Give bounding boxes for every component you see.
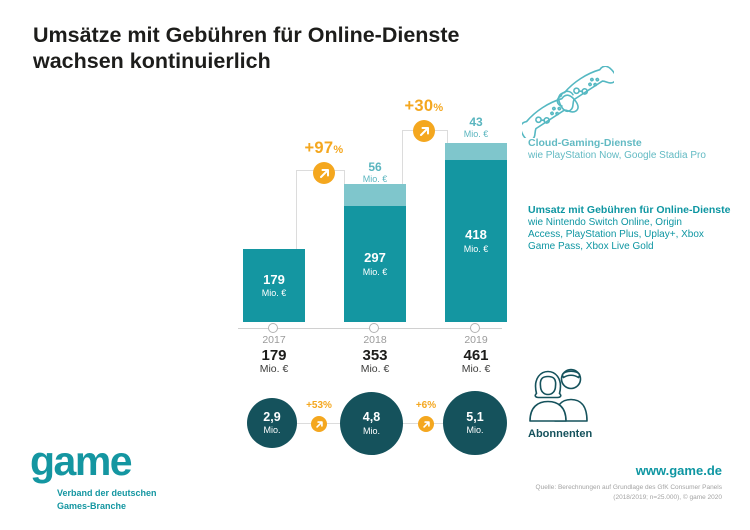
bar-2018-online: 297 Mio. €: [344, 206, 406, 322]
website-link[interactable]: www.game.de: [635, 463, 722, 478]
subscriber-unit: Mio.: [466, 425, 484, 436]
growth-arrow-icon: [311, 416, 327, 432]
bar-2017-online: 179 Mio. €: [243, 249, 305, 322]
source-line-2: (2018/2019; n=25.000), © game 2020: [613, 493, 722, 501]
page-title: Umsätze mit Gebühren für Online-Dienste …: [33, 23, 460, 74]
subscriber-value: 5,1: [466, 409, 484, 424]
bar-2019-cloud: [445, 143, 507, 160]
subscriber-unit: Mio.: [263, 425, 281, 436]
total-2019: 461: [463, 347, 489, 364]
total-2018: 353: [362, 347, 388, 364]
bar-2018-cloud: [344, 184, 406, 206]
bar-value: 297: [364, 250, 386, 266]
growth-label-2018-2019: +30%: [379, 97, 469, 116]
axis-tick-dot-2019: [470, 323, 480, 333]
growth-value: +97: [304, 139, 334, 157]
subscriber-value: 4,8: [362, 410, 381, 425]
subscriber-growth-label-1: +53%: [289, 400, 349, 411]
bar-unit: Mio. €: [362, 266, 388, 277]
growth-connector-2018-2019-stub: [447, 130, 448, 143]
growth-value: +6: [415, 400, 428, 411]
cloud-gaming-gamepads-icon: [515, 60, 620, 144]
bar-value: 418: [465, 227, 487, 243]
growth-value: +53: [306, 400, 324, 411]
subscriber-value: 2,9: [263, 409, 281, 424]
subscriber-growth-label-2: +6%: [396, 400, 456, 411]
bar-2019-label: 418 Mio. €: [445, 160, 507, 322]
growth-arrow-icon: [418, 416, 434, 432]
total-2017: 179: [261, 347, 287, 364]
cloud-unit: Mio. €: [362, 174, 388, 185]
total-unit: Mio. €: [259, 363, 289, 375]
growth-connector-2017-2018-stub: [344, 170, 345, 184]
year-label-2018: 2018: [363, 334, 387, 346]
bar-2018-label: 297 Mio. €: [344, 206, 406, 322]
subscribers-people-icon: [524, 364, 596, 429]
legend-cloud-description: wie PlayStation Now, Google Stadia Pro: [528, 150, 706, 161]
legend-subscribers-label: Abonnenten: [528, 428, 593, 440]
cloud-value: 43: [469, 115, 483, 129]
total-unit: Mio. €: [461, 363, 491, 375]
game-logo: game: [30, 438, 133, 484]
axis-tick-dot-2017: [268, 323, 278, 333]
year-label-2019: 2019: [464, 334, 488, 346]
legend-online-title: Umsatz mit Gebühren für Online-Dienste: [528, 204, 731, 216]
bar-unit: Mio. €: [463, 243, 489, 254]
growth-arrow-icon: [313, 162, 335, 184]
total-unit: Mio. €: [360, 363, 390, 375]
cloud-unit: Mio. €: [463, 129, 489, 140]
subscribers-2017-circle: 2,9 Mio.: [247, 398, 297, 448]
growth-arrow-icon: [413, 120, 435, 142]
growth-percent-sign: %: [323, 400, 332, 411]
growth-value: +30: [404, 97, 434, 115]
legend-online-description: wie Nintendo Switch Online, Origin Acces…: [528, 217, 704, 253]
cloud-value-2019: 43 Mio. €: [445, 115, 507, 140]
bar-unit: Mio. €: [261, 288, 287, 299]
bar-2017-label: 179 Mio. €: [243, 249, 305, 322]
growth-percent-sign: %: [333, 144, 344, 156]
source-line-1: Quelle: Berechnungen auf Grundlage des G…: [535, 484, 722, 491]
bar-2019-online: 418 Mio. €: [445, 160, 507, 322]
game-logo-subtitle: Verband der deutschen Games-Branche: [57, 488, 157, 512]
cloud-value-2018: 56 Mio. €: [344, 160, 406, 185]
growth-label-2017-2018: +97%: [279, 139, 369, 158]
cloud-value: 56: [368, 160, 382, 174]
axis-tick-dot-2018: [369, 323, 379, 333]
growth-percent-sign: %: [427, 400, 437, 411]
growth-percent-sign: %: [433, 102, 444, 114]
bar-value: 179: [263, 271, 285, 287]
year-label-2017: 2017: [262, 334, 286, 346]
subscribers-2019-circle: 5,1 Mio.: [443, 391, 507, 455]
legend-cloud-title: Cloud-Gaming-Dienste: [528, 137, 642, 149]
subscriber-unit: Mio.: [362, 425, 380, 436]
subscribers-2018-circle: 4,8 Mio.: [340, 392, 403, 455]
source-note: Quelle: Berechnungen auf Grundlage des G…: [420, 483, 722, 503]
